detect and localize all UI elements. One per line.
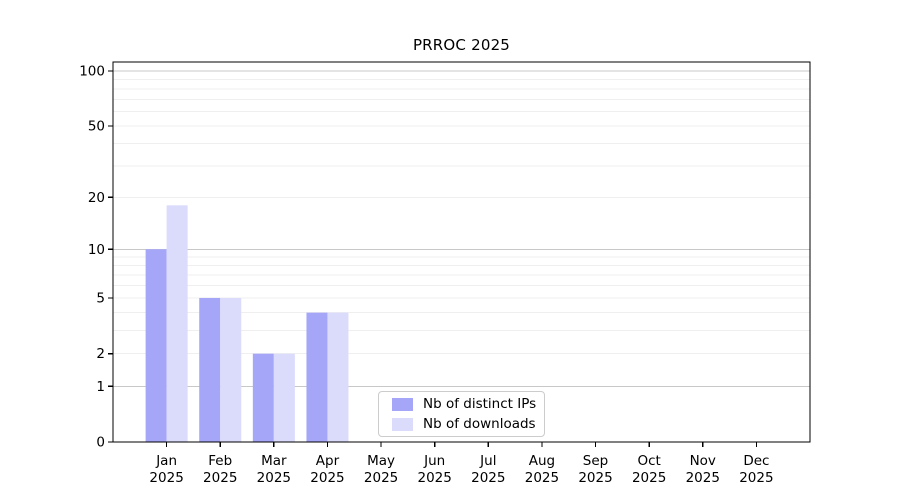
legend-label-distinct-ips: Nb of distinct IPs	[423, 396, 537, 412]
chart-title: PRROC 2025	[412, 36, 511, 54]
legend-item-downloads: Nb of downloads	[392, 416, 544, 432]
legend-swatch-distinct-ips	[392, 397, 413, 411]
y-tick-label: 1	[96, 379, 105, 395]
x-tick-label-year: 2025	[632, 470, 666, 486]
x-tick-label-month: Feb	[208, 453, 232, 469]
legend-swatch-downloads	[392, 417, 413, 431]
x-tick-label-month: Oct	[637, 453, 660, 469]
legend-item-distinct-ips: Nb of distinct IPs	[392, 396, 544, 412]
x-tick-label-year: 2025	[310, 470, 344, 486]
bar-apr-downloads	[327, 312, 349, 442]
x-tick-label-month: Mar	[261, 453, 287, 469]
x-tick-label-year: 2025	[578, 470, 612, 486]
y-tick-label: 10	[88, 242, 105, 258]
y-tick-label: 2	[96, 346, 105, 362]
y-tick-label: 50	[88, 118, 105, 134]
plot-border	[112, 61, 811, 443]
x-tick-label-month: Jul	[479, 453, 496, 469]
x-tick-label-year: 2025	[364, 470, 398, 486]
x-tick-label-month: Aug	[529, 453, 555, 469]
bar-jan-distinct-ips	[145, 249, 167, 442]
x-tick-label-year: 2025	[471, 470, 505, 486]
x-tick-label-year: 2025	[739, 470, 773, 486]
x-tick-label-year: 2025	[686, 470, 720, 486]
bar-feb-downloads	[220, 297, 242, 442]
bar-feb-distinct-ips	[199, 297, 221, 442]
bar-mar-downloads	[273, 353, 295, 442]
bar-apr-distinct-ips	[306, 312, 328, 442]
x-tick-label-month: Dec	[743, 453, 769, 469]
x-tick-label-year: 2025	[525, 470, 559, 486]
legend: Nb of distinct IPs Nb of downloads	[378, 391, 545, 437]
x-tick-label-year: 2025	[418, 470, 452, 486]
y-tick-label: 5	[96, 290, 105, 306]
x-tick-label-year: 2025	[257, 470, 291, 486]
bar-mar-distinct-ips	[252, 353, 274, 442]
x-tick-label-month: Jan	[155, 453, 177, 469]
x-tick-label-month: Sep	[583, 453, 608, 469]
x-tick-label-year: 2025	[203, 470, 237, 486]
y-tick-label: 0	[96, 435, 105, 451]
x-tick-label-month: May	[367, 453, 395, 469]
y-tick-label: 100	[79, 64, 105, 80]
y-tick-label: 20	[88, 190, 105, 206]
x-tick-label-year: 2025	[149, 470, 183, 486]
x-tick-label-month: Nov	[690, 453, 716, 469]
x-tick-label-month: Jun	[423, 453, 445, 469]
legend-label-downloads: Nb of downloads	[423, 416, 536, 432]
x-tick-label-month: Apr	[316, 453, 340, 469]
bar-jan-downloads	[166, 205, 188, 442]
